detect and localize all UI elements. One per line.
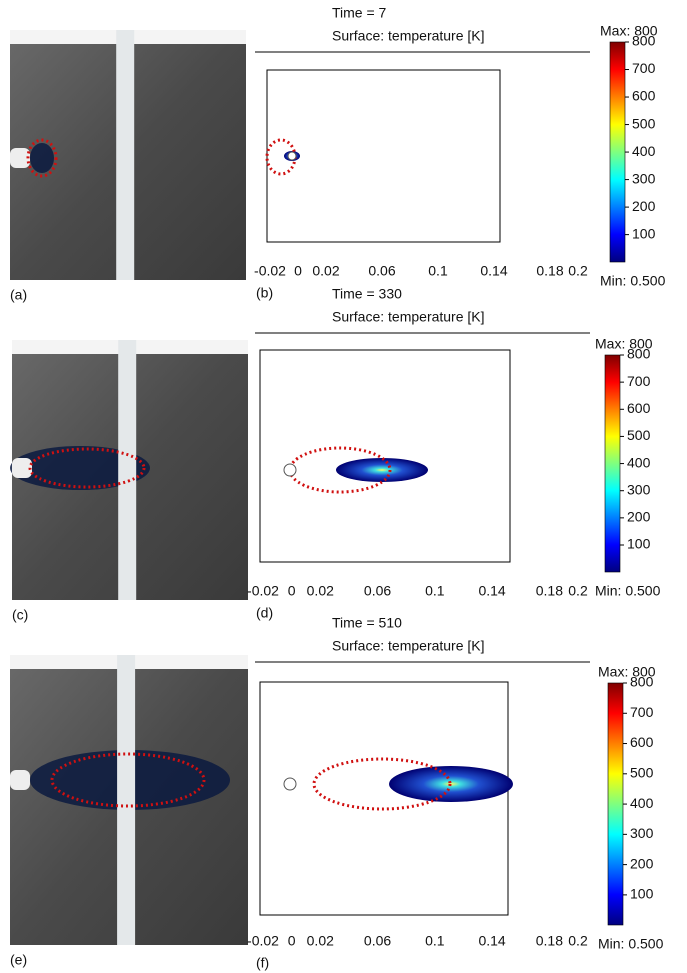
- x-tick-label: 0.18: [536, 933, 563, 949]
- colorbar-tick-label: 400: [632, 143, 656, 159]
- plot-title: Time = 330: [332, 286, 402, 302]
- photo-nozzle: [10, 770, 30, 790]
- sim-ring: [312, 757, 452, 811]
- panel: (c) Time = 330 Surface: temperature [K] -0.…: [10, 286, 661, 623]
- colorbar-tick-label: 200: [632, 198, 656, 214]
- colorbar-tick-label: 600: [632, 88, 656, 104]
- colorbar-min: Min: 0.500: [598, 936, 664, 952]
- colorbar-tick-label: 300: [630, 825, 654, 841]
- domain: [259, 349, 511, 563]
- colorbar-tick-label: 800: [632, 33, 656, 49]
- colorbar: [609, 41, 626, 263]
- photo-ring: [28, 447, 146, 489]
- colorbar-tick-label: 400: [630, 795, 654, 811]
- sim-ring: [288, 446, 392, 494]
- plot-label: (f): [256, 955, 269, 971]
- photo-ruler: [117, 655, 136, 945]
- x-tick-label: 0.18: [536, 263, 563, 279]
- photo-nozzle: [12, 458, 32, 478]
- x-tick-label: 0.18: [536, 583, 563, 599]
- x-tick-label: 0.2: [568, 263, 588, 279]
- plot-subtitle: Surface: temperature [K]: [332, 638, 485, 654]
- x-tick-label: -0.02: [247, 933, 279, 949]
- colorbar: [604, 354, 621, 573]
- colorbar-tick-label: 600: [627, 400, 651, 416]
- colorbar-min: Min: 0.500: [595, 583, 661, 599]
- x-tick-label: 0.02: [307, 583, 334, 599]
- x-tick-label: 0: [294, 263, 302, 279]
- colorbar-tick-label: 200: [627, 509, 651, 525]
- photo-ring: [26, 138, 58, 178]
- x-tick-label: 0.02: [307, 933, 334, 949]
- colorbar-tick-label: 500: [630, 765, 654, 781]
- colorbar-tick-label: 600: [630, 734, 654, 750]
- photo-label: (c): [12, 607, 28, 623]
- x-tick-label: -0.02: [247, 583, 279, 599]
- colorbar-max: Max: 800: [595, 336, 653, 352]
- colorbar-tick-label: 100: [630, 886, 654, 902]
- photo-ruler: [118, 340, 137, 600]
- colorbar-tick-label: 800: [630, 674, 654, 690]
- photo-label: (e): [10, 952, 27, 968]
- plot-title: Time = 510: [332, 615, 402, 631]
- colorbar-tick-label: 300: [627, 481, 651, 497]
- sim-blob: [336, 458, 428, 482]
- x-tick-label: 0.2: [568, 933, 588, 949]
- photo-ruler: [116, 30, 135, 280]
- plot-title: Time = 7: [332, 5, 387, 21]
- photo-blob: [30, 143, 54, 173]
- x-tick-label: 0.14: [480, 263, 507, 279]
- colorbar-tick-label: 400: [627, 454, 651, 470]
- x-tick-label: 0.1: [428, 263, 448, 279]
- inlet: [283, 777, 297, 791]
- colorbar-tick-label: 800: [627, 346, 651, 362]
- x-tick-label: 0.02: [312, 263, 339, 279]
- colorbar-max: Max: 800: [600, 23, 658, 39]
- panel: (a) Time = 7 Surface: temperature [K] -0.02…: [10, 5, 666, 303]
- colorbar-tick-label: 100: [632, 225, 656, 241]
- x-tick-label: 0.06: [368, 263, 395, 279]
- photo-blob: [10, 446, 150, 490]
- inlet: [283, 463, 297, 477]
- colorbar-tick-label: 100: [627, 536, 651, 552]
- colorbar-tick-label: 500: [632, 115, 656, 131]
- plot-label: (d): [256, 605, 273, 621]
- plot-subtitle: Surface: temperature [K]: [332, 28, 485, 44]
- colorbar: [607, 682, 624, 926]
- colorbar-max: Max: 800: [598, 664, 656, 680]
- x-tick-label: -0.02: [254, 263, 286, 279]
- photo-ring: [50, 752, 206, 808]
- colorbar-tick-label: 500: [627, 427, 651, 443]
- colorbar-tick-label: 700: [627, 373, 651, 389]
- x-tick-label: 0: [288, 933, 296, 949]
- colorbar-min: Min: 0.500: [600, 273, 666, 289]
- x-tick-label: 0: [288, 583, 296, 599]
- x-tick-label: 0.14: [478, 933, 505, 949]
- inlet: [287, 151, 297, 161]
- x-tick-label: 0.14: [478, 583, 505, 599]
- x-tick-label: 0.1: [425, 583, 445, 599]
- colorbar-tick-label: 200: [630, 855, 654, 871]
- x-tick-label: 0.1: [425, 933, 445, 949]
- photo-label: (a): [10, 287, 27, 303]
- colorbar-tick-label: 700: [632, 60, 656, 76]
- plot-label: (b): [256, 285, 273, 301]
- domain: [266, 69, 501, 243]
- plot-subtitle: Surface: temperature [K]: [332, 309, 485, 325]
- domain: [259, 681, 509, 916]
- colorbar-tick-label: 300: [632, 170, 656, 186]
- panel: (e) Time = 510 Surface: temperature [K] -0.…: [10, 615, 664, 971]
- colorbar-tick-label: 700: [630, 704, 654, 720]
- photo-nozzle: [10, 148, 30, 168]
- x-tick-label: 0.06: [364, 933, 391, 949]
- x-tick-label: 0.2: [568, 583, 588, 599]
- x-tick-label: 0.06: [364, 583, 391, 599]
